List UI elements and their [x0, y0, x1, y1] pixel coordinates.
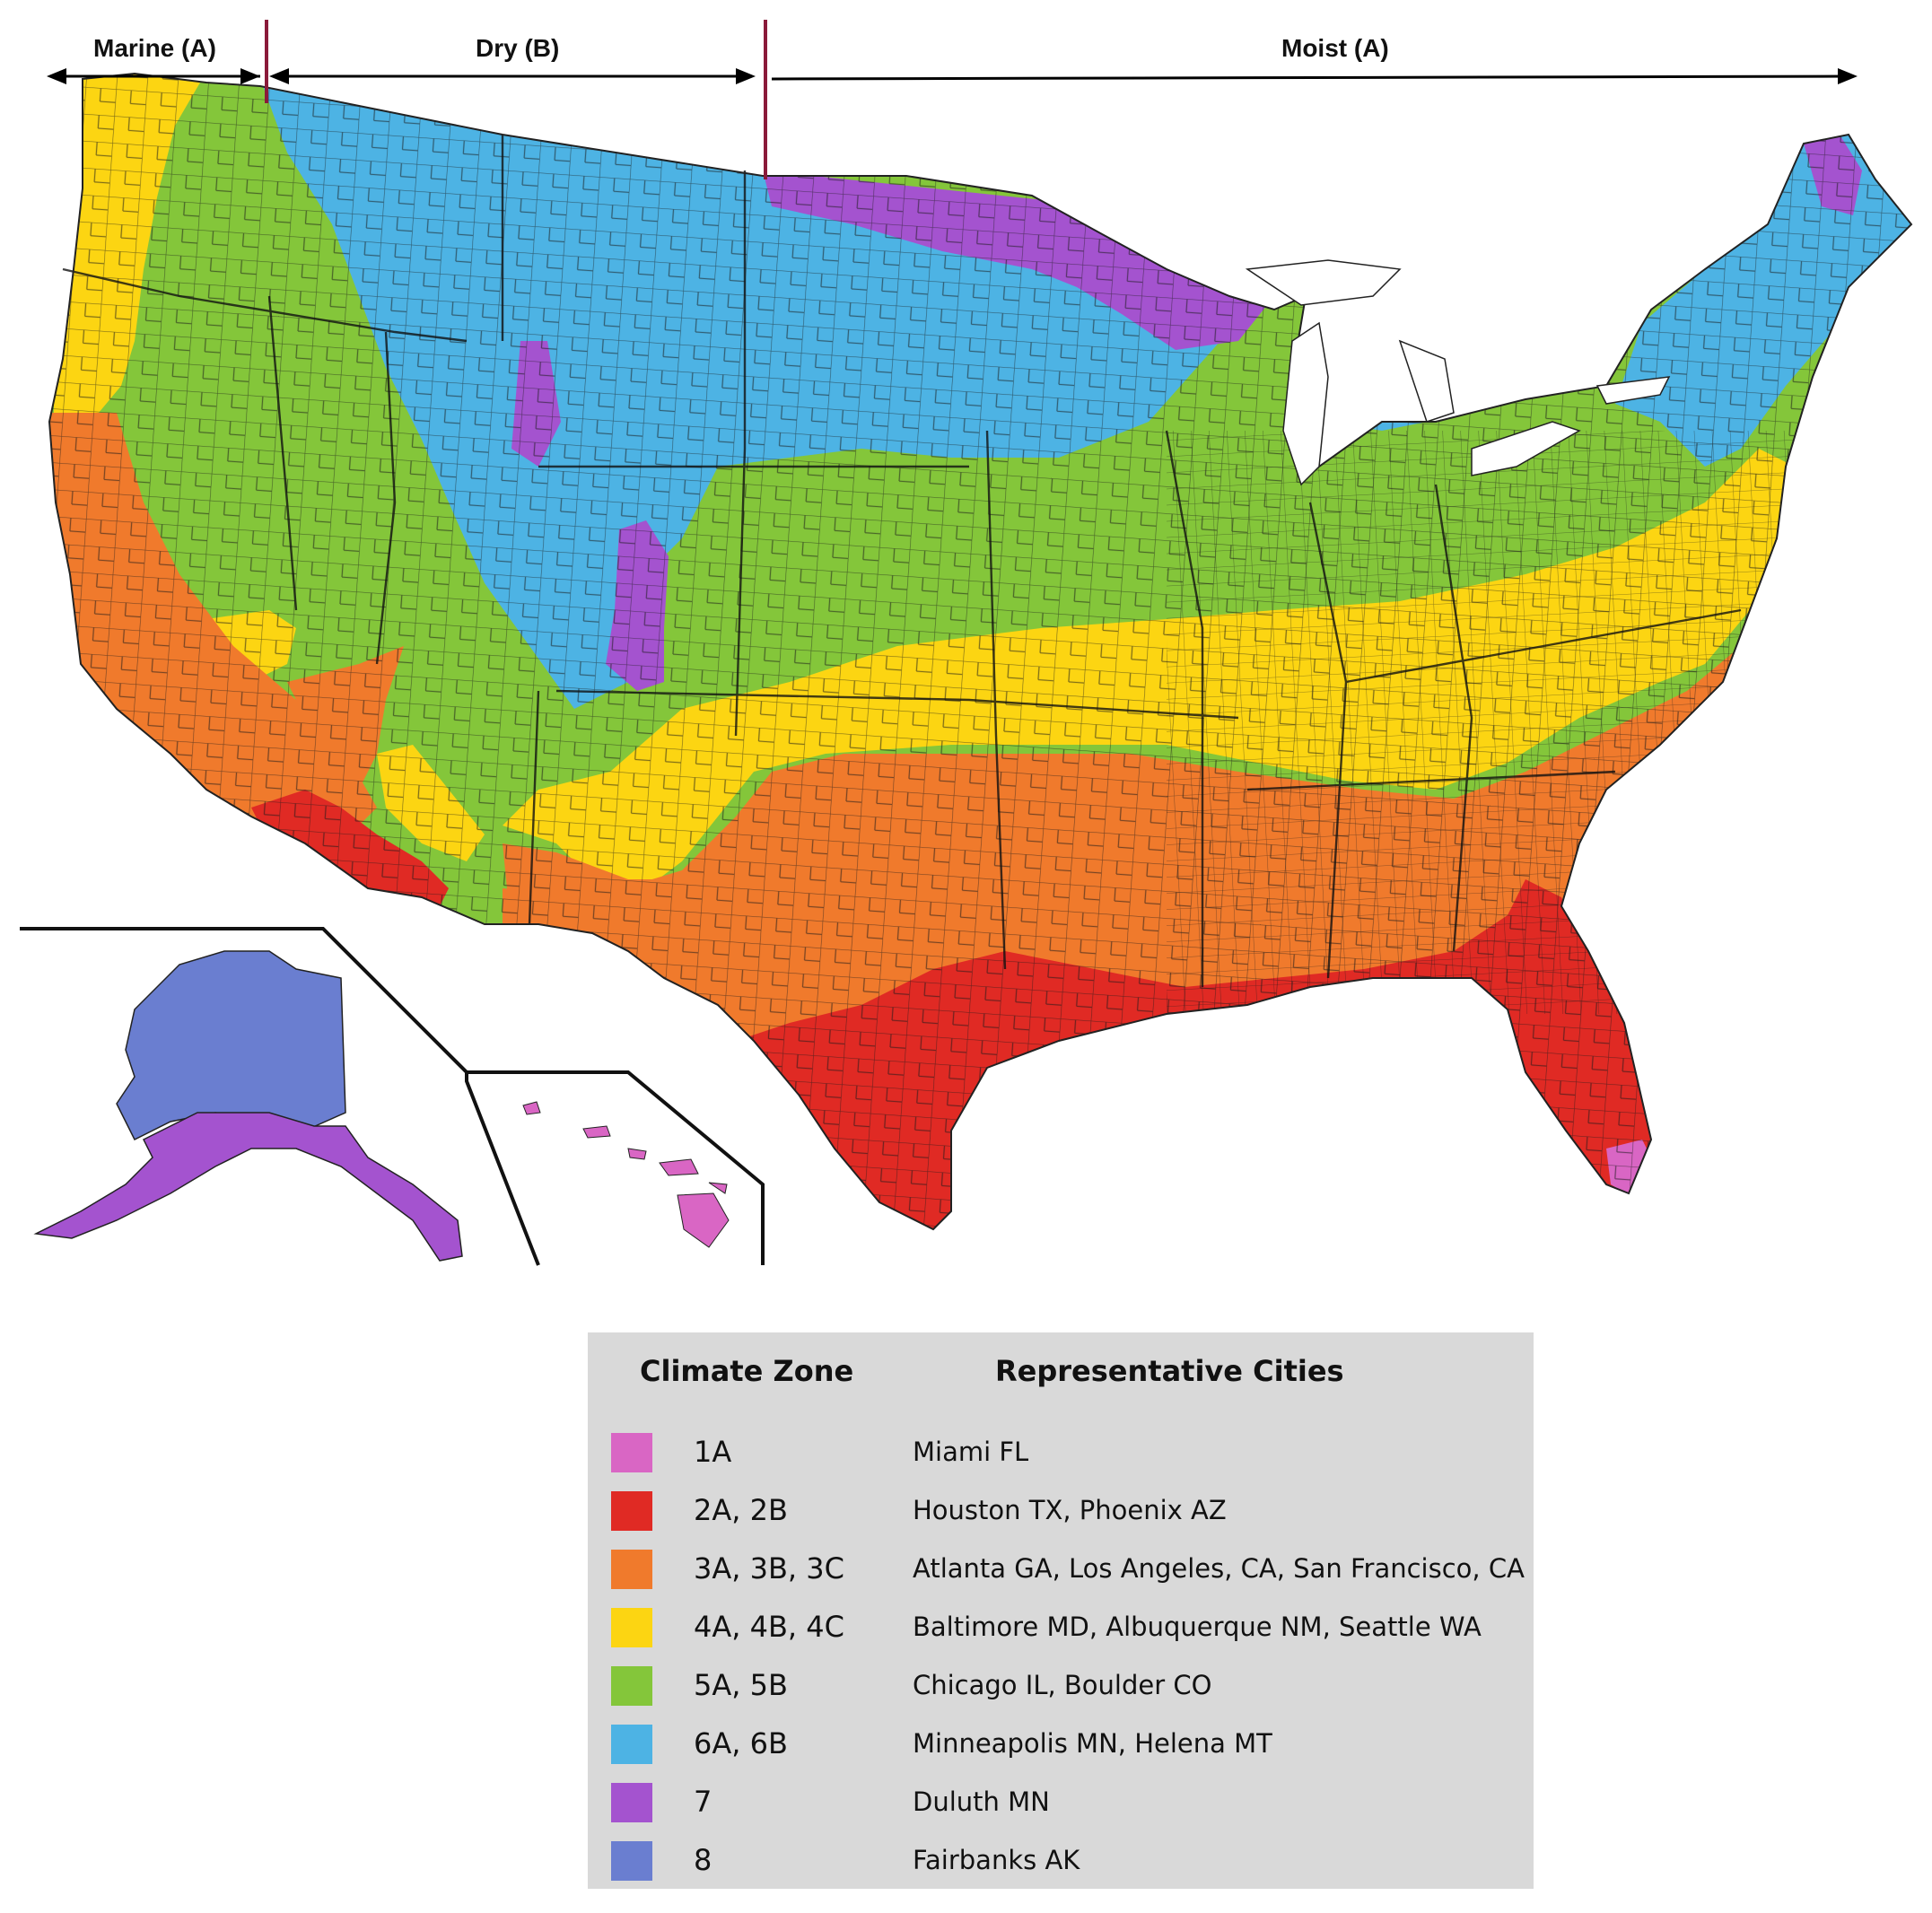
- legend-zone-label: 3A, 3B, 3C: [694, 1551, 844, 1585]
- legend-cities-label: Houston TX, Phoenix AZ: [913, 1495, 1227, 1525]
- legend-cities-label: Atlanta GA, Los Angeles, CA, San Francis…: [913, 1553, 1525, 1584]
- legend-swatch: [611, 1841, 652, 1881]
- legend-cities-label: Chicago IL, Boulder CO: [913, 1670, 1212, 1700]
- hawaii-inset: [522, 1101, 730, 1248]
- legend-row: 4A, 4B, 4C Baltimore MD, Albuquerque NM,…: [588, 1603, 1534, 1653]
- alaska-zone-8: [116, 950, 346, 1141]
- moist-arrow: [771, 74, 1849, 81]
- moist-label: Moist (A): [1281, 34, 1389, 62]
- legend-swatch: [611, 1433, 652, 1472]
- climate-zone-map: [20, 20, 1913, 1266]
- legend-swatch: [611, 1608, 652, 1647]
- dry-label: Dry (B): [476, 34, 560, 62]
- legend-swatch: [611, 1666, 652, 1706]
- legend-cities-label: Minneapolis MN, Helena MT: [913, 1728, 1272, 1759]
- legend-header-cities: Representative Cities: [995, 1354, 1344, 1388]
- alaska-inset: [33, 950, 463, 1262]
- legend-row: 8 Fairbanks AK: [588, 1836, 1534, 1886]
- moisture-regime-arrows: [47, 20, 1858, 179]
- legend-cities-label: Baltimore MD, Albuquerque NM, Seattle WA: [913, 1612, 1482, 1642]
- legend-zone-label: 2A, 2B: [694, 1493, 788, 1527]
- legend-zone-label: 8: [694, 1843, 712, 1877]
- marine-arrowhead-left: [47, 68, 66, 84]
- legend-swatch: [611, 1783, 652, 1822]
- legend-row: 3A, 3B, 3C Atlanta GA, Los Angeles, CA, …: [588, 1544, 1534, 1594]
- legend-row: 6A, 6B Minneapolis MN, Helena MT: [588, 1719, 1534, 1769]
- marine-arrowhead-right: [240, 68, 260, 84]
- legend-swatch: [611, 1725, 652, 1764]
- legend-cities-label: Duluth MN: [913, 1786, 1050, 1817]
- dry-arrowhead-right: [736, 68, 756, 84]
- state-borders: [62, 135, 1742, 987]
- legend-cities-label: Fairbanks AK: [913, 1845, 1080, 1875]
- legend-header-zone: Climate Zone: [640, 1354, 854, 1388]
- legend-zone-label: 4A, 4B, 4C: [694, 1610, 844, 1644]
- legend-swatch: [611, 1550, 652, 1589]
- legend-row: 7 Duluth MN: [588, 1778, 1534, 1828]
- legend-zone-label: 6A, 6B: [694, 1726, 788, 1760]
- legend-zone-label: 1A: [694, 1435, 732, 1469]
- inset-frame-lines: [20, 927, 765, 1266]
- legend-panel: Climate Zone Representative Cities 1A Mi…: [588, 1332, 1534, 1889]
- legend-zone-label: 7: [694, 1785, 712, 1819]
- great-lakes: [1245, 259, 1671, 486]
- marine-label: Marine (A): [93, 34, 216, 62]
- dry-arrowhead-left: [269, 68, 289, 84]
- legend-swatch: [611, 1491, 652, 1531]
- legend-cities-label: Miami FL: [913, 1437, 1029, 1467]
- legend-row: 1A Miami FL: [588, 1428, 1534, 1478]
- legend-zone-label: 5A, 5B: [694, 1668, 788, 1702]
- legend-row: 5A, 5B Chicago IL, Boulder CO: [588, 1661, 1534, 1711]
- legend-row: 2A, 2B Houston TX, Phoenix AZ: [588, 1486, 1534, 1536]
- alaska-zone-7: [33, 1112, 463, 1262]
- moist-arrowhead-right: [1838, 68, 1858, 84]
